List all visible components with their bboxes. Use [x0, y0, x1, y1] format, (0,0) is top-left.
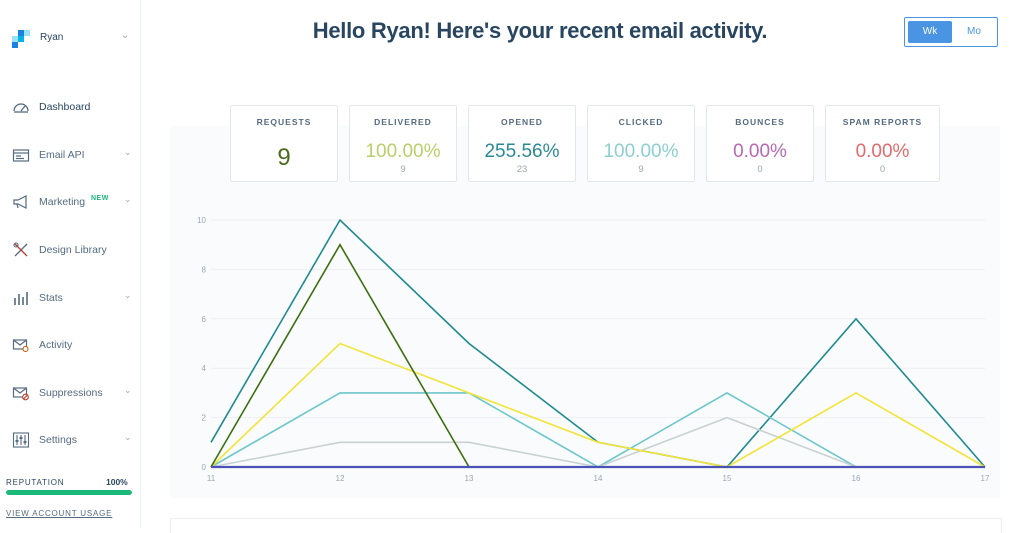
bar-stats-icon: [14, 292, 28, 305]
series-line-4: [210, 243, 470, 468]
stat-label: SPAM REPORTS: [842, 117, 923, 127]
sidebar-item-label: Stats: [39, 292, 63, 304]
reputation-bar: [6, 490, 132, 495]
view-account-usage-link[interactable]: VIEW ACCOUNT USAGE: [6, 509, 113, 518]
period-toggle: Wk Mo: [904, 17, 998, 47]
stat-card-bounces[interactable]: BOUNCES 0.00% 0: [706, 105, 814, 182]
stat-count: 9: [400, 164, 406, 175]
stat-label: DELIVERED: [374, 117, 432, 127]
sidebar-item-stats[interactable]: Stats ⌄: [12, 287, 136, 309]
sidebar-item-marketing[interactable]: Marketing NEW ⌄: [12, 191, 136, 213]
page-title: Hello Ryan! Here's your recent email act…: [312, 18, 768, 43]
sidebar-item-label: Dashboard: [39, 101, 91, 113]
sidebar-item-label: Marketing: [39, 196, 86, 208]
sendgrid-logo-icon: [12, 30, 30, 48]
stat-value: 100.00%: [365, 141, 441, 162]
series-line-1: [210, 391, 985, 468]
sidebar-item-label: Email API: [39, 149, 85, 161]
chevron-down-icon: ⌄: [124, 290, 132, 300]
sidebar-item-label: Settings: [39, 434, 77, 446]
stat-value: 255.56%: [484, 141, 560, 162]
x-tick-label: 14: [594, 474, 603, 483]
account-name: Ryan: [40, 32, 64, 43]
sidebar-item-label: Design Library: [39, 244, 107, 256]
stat-value: 0.00%: [733, 141, 787, 162]
reputation-value: 100%: [106, 477, 128, 487]
y-tick-label: 4: [202, 364, 207, 373]
stat-value: 9: [277, 144, 291, 171]
x-tick-label: 15: [723, 474, 732, 483]
x-tick-label: 16: [852, 474, 861, 483]
y-tick-label: 8: [202, 265, 207, 274]
stat-label: OPENED: [501, 117, 543, 127]
y-tick-label: 10: [197, 216, 206, 225]
sidebar-item-activity[interactable]: Activity: [12, 334, 136, 356]
y-tick-label: 2: [202, 414, 207, 423]
stat-card-requests[interactable]: REQUESTS 9: [230, 105, 338, 182]
stat-card-clicked[interactable]: CLICKED 100.00% 9: [587, 105, 695, 182]
sliders-icon: [12, 432, 30, 448]
sidebar-item-dashboard[interactable]: Dashboard: [12, 96, 136, 118]
reputation-bar-fill: [6, 490, 132, 495]
stat-label: BOUNCES: [735, 117, 785, 127]
envelope-block-icon: [12, 387, 29, 401]
dashboard-gauge-icon: [13, 103, 29, 113]
stat-count: 0: [879, 164, 886, 175]
chevron-down-icon: ⌄: [124, 432, 132, 442]
chevron-down-icon: ⌄: [124, 385, 132, 395]
x-tick-label: 13: [465, 474, 474, 483]
series-line-0: [210, 218, 986, 468]
email-api-icon: [12, 149, 30, 162]
stat-card-spam-reports[interactable]: SPAM REPORTS 0.00% 0: [825, 105, 940, 182]
x-tick-label: 11: [207, 474, 216, 483]
design-tools-icon: [13, 242, 28, 257]
chevron-down-icon: ⌄: [124, 194, 132, 204]
stat-label: REQUESTS: [256, 117, 312, 127]
stat-value: 100.00%: [603, 141, 679, 162]
y-tick-label: 6: [202, 315, 207, 324]
y-tick-label: 0: [202, 463, 207, 472]
week-toggle-button[interactable]: Wk: [908, 21, 952, 43]
sidebar-item-label: Activity: [39, 339, 73, 351]
stat-card-delivered[interactable]: DELIVERED 100.00% 9: [349, 105, 457, 182]
stat-value: 0.00%: [855, 141, 910, 162]
reputation-label: REPUTATION: [6, 478, 65, 487]
stat-count: 0: [757, 164, 763, 175]
sidebar-item-suppressions[interactable]: Suppressions ⌄: [12, 382, 136, 404]
sidebar-item-email-api[interactable]: Email API ⌄: [12, 144, 136, 166]
x-tick-label: 12: [336, 474, 345, 483]
stat-label: CLICKED: [618, 117, 664, 127]
email-activity-line-chart: 0 2 4 6 8 10 11 12 13 14 15 16 17: [197, 216, 990, 483]
sidebar-item-label: Suppressions: [39, 387, 103, 399]
stat-card-opened[interactable]: OPENED 255.56% 23: [468, 105, 576, 182]
stat-count: 9: [638, 164, 644, 175]
sidebar-item-settings[interactable]: Settings ⌄: [12, 429, 136, 451]
sidebar: Ryan ⌄ Dashboard Email API ⌄ Marketing N…: [0, 0, 141, 528]
stat-count: 23: [516, 164, 528, 175]
account-switcher[interactable]: Ryan ⌄: [12, 28, 132, 50]
envelope-search-icon: [12, 339, 29, 353]
chevron-down-icon: ⌄: [121, 30, 130, 41]
month-toggle-button[interactable]: Mo: [967, 26, 981, 37]
x-tick-label: 17: [981, 474, 990, 483]
next-panel: [170, 518, 1002, 533]
new-badge: NEW: [91, 195, 109, 202]
sidebar-item-design-library[interactable]: Design Library: [12, 239, 136, 261]
megaphone-icon: [13, 195, 27, 209]
series-line-3: [210, 342, 986, 468]
chart-panel: [170, 126, 1000, 498]
chevron-down-icon: ⌄: [124, 147, 132, 157]
